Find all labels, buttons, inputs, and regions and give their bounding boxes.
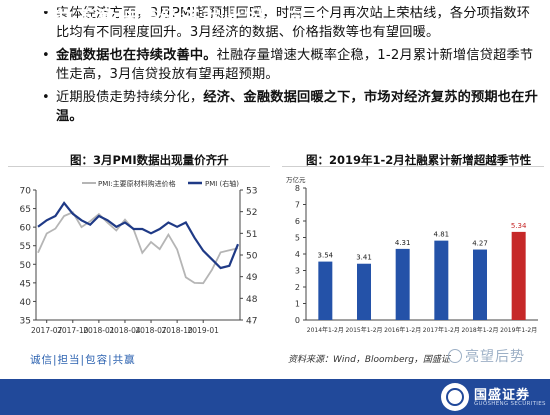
x-axis-tick-label: 2015年1-2月	[345, 326, 382, 334]
bullet-text: 实体经济方面，3月PMI超预期回暖，时隔三个月再次站上荣枯线，各分项指数环比均有…	[56, 6, 531, 40]
y-axis-tick-label: 5	[295, 234, 300, 243]
right-axis-tick-label: 51	[246, 230, 257, 240]
chart1-title-divider	[8, 166, 270, 167]
banner-headline: 但并不意味着经济就此拐头向上	[34, 8, 329, 29]
left-axis-tick-label: 60	[20, 224, 32, 234]
bullet-bold-text: 经济、金融数据回暖之下，市场对经济复苏的预期也在升温。	[56, 90, 538, 124]
logo-ring-icon	[446, 388, 464, 406]
bullet-list: • 实体经济方面，3月PMI超预期回暖，时隔三个月再次站上荣枯线，各分项指数环比…	[42, 4, 542, 130]
pmi-series-line	[37, 201, 240, 270]
chart1-title: 图：3月PMI数据出现量价齐升	[70, 153, 229, 167]
legend-label: PMI (右轴)	[205, 179, 239, 188]
x-axis-tick-label: 2018年1-2月	[461, 326, 498, 334]
left-axis-tick-label: 40	[20, 298, 32, 308]
left-axis-tick-label: 35	[20, 317, 31, 327]
left-axis-tick-label: 45	[20, 279, 31, 289]
bar-value-label: 4.81	[434, 231, 450, 239]
right-axis-tick-label: 49	[246, 273, 258, 283]
company-name: 国盛证券	[474, 388, 531, 403]
y-axis-tick-label: 3	[295, 267, 300, 276]
bar	[473, 249, 487, 320]
price-index-series-line	[37, 211, 239, 285]
y-axis-tick-label: 1	[295, 300, 300, 309]
right-axis-tick-label: 52	[246, 208, 257, 218]
tsf-bar-chart: 万亿元 0 1 2 3 4 5 6 7 8 3.54 2014年1-2月 3.41 2015年1-2月 4.…	[286, 175, 538, 334]
x-axis-tick-label: 2014年1-2月	[307, 326, 344, 334]
bullet-dot-icon: •	[42, 90, 50, 105]
y-axis-tick-label: 4	[295, 250, 300, 259]
x-axis-tick-label: 2019-01	[188, 326, 220, 335]
bullet-dot-icon: •	[42, 6, 50, 21]
right-axis-tick-label: 47	[246, 317, 257, 327]
watermark: 亮望后势	[448, 346, 525, 366]
left-axis-tick-label: 50	[20, 261, 32, 271]
company-motto: 诚信|担当|包容|共赢	[30, 354, 136, 366]
x-axis-tick-label: 2019年1-2月	[500, 326, 537, 334]
legend-label: PMI:主要原材料购进价格	[98, 179, 176, 188]
bar	[434, 240, 449, 320]
bar	[357, 263, 371, 320]
bullet-item: • 近期股债走势持续分化，经济、金融数据回暖之下，市场对经济复苏的预期也在升温。	[42, 88, 542, 126]
pmi-line-chart: 3540455055606570474849505152532017-07201…	[20, 179, 258, 335]
x-axis-tick-label: 2016年1-2月	[384, 326, 421, 334]
x-axis-tick-label: 2017年1-2月	[423, 326, 460, 334]
right-axis-tick-label: 48	[246, 295, 258, 305]
watermark-text: 亮望后势	[465, 349, 525, 365]
left-axis-tick-label: 70	[20, 187, 32, 197]
bar-value-label: 4.27	[472, 240, 488, 248]
right-axis-tick-label: 53	[246, 187, 257, 197]
chart2-title: 图：2019年1-2月社融累计新增超越季节性	[306, 153, 532, 167]
y-axis-unit: 万亿元	[286, 175, 306, 184]
bar-value-label: 5.34	[511, 222, 527, 230]
chart2-title-divider	[282, 166, 544, 167]
y-axis-tick-label: 0	[295, 316, 300, 325]
bullet-item: • 实体经济方面，3月PMI超预期回暖，时隔三个月再次站上荣枯线，各分项指数环比…	[42, 4, 542, 42]
company-logo-icon	[441, 383, 469, 411]
y-axis-tick-label: 6	[295, 217, 300, 226]
bar	[511, 231, 526, 320]
left-axis-tick-label: 65	[20, 205, 31, 215]
x-axis-tick-label: 2018-04	[109, 326, 141, 335]
bar	[318, 261, 333, 320]
bar-value-label: 4.31	[395, 239, 411, 247]
bar-value-label: 3.54	[318, 252, 334, 260]
bullet-text: 社融存量增速大概率企稳，1-2月累计新增信贷超季节性走高，3月信贷投放有望再超预…	[56, 48, 534, 82]
x-axis-tick-label: 2018-01	[83, 326, 115, 335]
bullet-item: • 金融数据也在持续改善中。社融存量增速大概率企稳，1-2月累计新增信贷超季节性…	[42, 46, 542, 84]
watermark-logo-icon	[448, 349, 462, 363]
right-axis-tick-label: 50	[246, 252, 258, 262]
y-axis-tick-label: 2	[295, 283, 300, 292]
y-axis-tick-label: 7	[295, 201, 300, 210]
bar	[395, 248, 410, 320]
x-axis-tick-label: 2017-07	[31, 326, 63, 335]
bullet-text: 近期股债走势持续分化，	[56, 90, 204, 105]
x-axis-tick-label: 2018-07	[135, 326, 167, 335]
x-axis-tick-label: 2018-10	[161, 326, 193, 335]
bar-value-label: 3.41	[356, 254, 372, 262]
company-name-en: GUOSHENG SECURITIES	[474, 401, 546, 407]
x-axis-tick-label: 2017-10	[57, 326, 89, 335]
y-axis-tick-label: 8	[295, 184, 300, 193]
data-source: 资料来源：Wind，Bloomberg，国盛证	[288, 355, 450, 365]
bullet-dot-icon: •	[42, 48, 50, 63]
left-axis-tick-label: 55	[20, 242, 31, 252]
bullet-bold-text: 金融数据也在持续改善中。	[56, 48, 217, 63]
